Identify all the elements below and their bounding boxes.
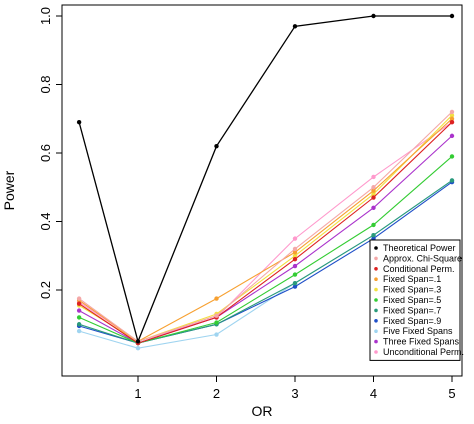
plot-frame — [61, 4, 463, 377]
y-tick-label: 0.4 — [38, 212, 53, 230]
series-line — [78, 179, 453, 344]
legend-label: Conditional Perm. — [383, 264, 455, 274]
legend-label: Fixed Span=.9 — [383, 316, 441, 326]
legend-box — [369, 239, 461, 361]
legend-marker — [374, 256, 378, 261]
y-tick-label: 0.2 — [38, 281, 53, 299]
data-point — [76, 322, 82, 327]
y-axis-title: Power — [1, 170, 17, 210]
data-point — [371, 222, 376, 228]
series-5 — [76, 154, 455, 346]
series-line — [78, 114, 453, 343]
legend-label: Three Fixed Spans — [383, 337, 460, 347]
legend-marker — [374, 277, 378, 282]
data-point — [214, 332, 219, 337]
data-point — [292, 284, 298, 289]
x-tick-label: 1 — [134, 386, 141, 401]
axes: 1 2 3 4 5 0.2 0.4 0.6 0.8 1.0 — [38, 4, 463, 401]
legend-label: Fixed Span=.1 — [383, 274, 441, 284]
x-tick-label: 2 — [213, 386, 220, 401]
series-2 — [76, 119, 455, 346]
series-layer — [76, 13, 455, 351]
legend-marker — [374, 308, 378, 313]
series-0 — [76, 13, 455, 344]
x-tick-label: 5 — [448, 386, 455, 401]
data-point — [76, 119, 82, 125]
legend-label: Fixed Span=.5 — [383, 295, 441, 305]
data-point — [449, 178, 455, 183]
data-point — [76, 301, 82, 306]
data-point — [371, 191, 376, 197]
data-point — [214, 296, 219, 301]
data-point — [371, 13, 376, 19]
data-point — [371, 174, 376, 180]
data-point — [214, 143, 219, 149]
data-point — [449, 119, 455, 125]
legend-label: Approx. Chi-Square — [383, 253, 462, 263]
data-point — [371, 188, 376, 193]
data-point — [292, 246, 298, 252]
data-point — [371, 233, 376, 238]
legend-label: Theoretical Power — [383, 243, 456, 253]
data-point — [76, 308, 82, 313]
data-point — [292, 250, 298, 255]
data-point — [449, 133, 455, 139]
legend-marker — [374, 267, 378, 271]
data-point — [135, 339, 141, 344]
data-point — [292, 272, 298, 277]
data-point — [292, 280, 298, 286]
legend-marker — [374, 246, 378, 250]
data-point — [76, 296, 82, 301]
data-point — [449, 154, 455, 159]
data-point — [449, 13, 455, 19]
legend-marker — [374, 287, 378, 292]
data-point — [76, 328, 82, 334]
data-point — [371, 185, 376, 190]
y-tick-label: 0.8 — [38, 75, 53, 93]
data-point — [292, 256, 298, 262]
series-line — [78, 121, 453, 344]
series-line — [78, 155, 453, 344]
data-point — [292, 24, 298, 29]
series-line — [78, 15, 452, 344]
data-point — [292, 263, 298, 269]
legend-marker — [374, 350, 378, 354]
data-point — [135, 346, 141, 351]
legend-label: Fixed Span=.3 — [383, 285, 441, 295]
series-line — [78, 111, 453, 343]
data-point — [449, 113, 455, 118]
data-point — [371, 205, 376, 210]
data-point — [449, 109, 455, 115]
x-tick-label: 3 — [291, 386, 298, 401]
x-tick-label: 4 — [370, 386, 377, 401]
y-tick-label: 1.0 — [38, 7, 53, 25]
legend-marker — [374, 329, 378, 334]
data-point — [292, 236, 298, 241]
data-point — [76, 315, 82, 320]
legend-label: Five Fixed Spans — [383, 326, 453, 336]
data-point — [214, 320, 219, 325]
legend-label: Unconditional Perm. — [383, 347, 464, 357]
y-tick-label: 0.6 — [38, 144, 53, 162]
legend-marker — [374, 319, 378, 323]
legend-label: Fixed Span=.7 — [383, 305, 441, 315]
x-axis-title: OR — [252, 403, 273, 419]
data-point — [449, 116, 455, 121]
legend-marker — [374, 298, 378, 302]
data-point — [292, 253, 298, 258]
data-point — [371, 195, 376, 200]
legend-marker — [374, 339, 378, 344]
series-line — [78, 135, 453, 344]
data-point — [214, 313, 219, 318]
